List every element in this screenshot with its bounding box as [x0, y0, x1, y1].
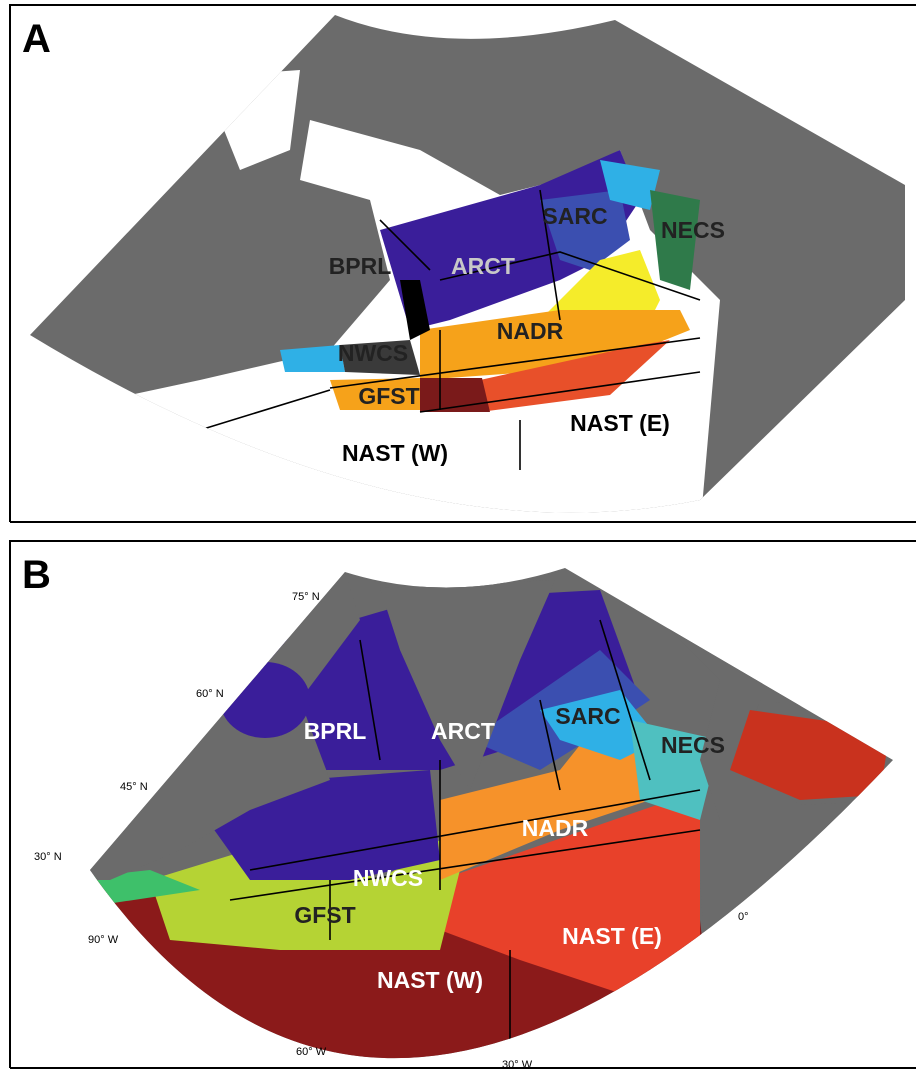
region-label: GFST	[294, 902, 355, 928]
frame	[9, 4, 916, 523]
frame	[9, 540, 916, 1069]
graticule-label: 30° W	[502, 1059, 533, 1071]
graticule-label: 60° N	[196, 688, 224, 700]
region-label: NAST (W)	[377, 967, 483, 993]
graticule-label: 30° N	[34, 851, 62, 863]
region-label: NAST (W)	[342, 440, 448, 466]
region-label: NECS	[661, 732, 725, 758]
region-label: NADR	[497, 318, 564, 344]
region-label: BPRL	[304, 718, 367, 744]
graticule-label: 45° N	[120, 781, 148, 793]
region-label: BPRL	[329, 253, 392, 279]
region-label: SARC	[555, 703, 620, 729]
region-label: NWCS	[353, 865, 423, 891]
graticule-label: 75° N	[292, 591, 320, 603]
region-label: NADR	[522, 815, 589, 841]
region-label: GFST	[358, 383, 419, 409]
panel-label: A	[22, 17, 51, 61]
region-label: ARCT	[451, 253, 515, 279]
region-label: SARC	[542, 203, 607, 229]
region-label: NWCS	[338, 340, 408, 366]
region-label: ARCT	[431, 718, 495, 744]
panel-label: B	[22, 553, 51, 597]
graticule-label: 90° W	[88, 934, 119, 946]
region-label: NAST (E)	[562, 923, 662, 949]
graticule-label: 0°	[738, 911, 749, 923]
region-label: NAST (E)	[570, 410, 670, 436]
region-label: NECS	[661, 217, 725, 243]
graticule-label: 60° W	[296, 1046, 327, 1058]
